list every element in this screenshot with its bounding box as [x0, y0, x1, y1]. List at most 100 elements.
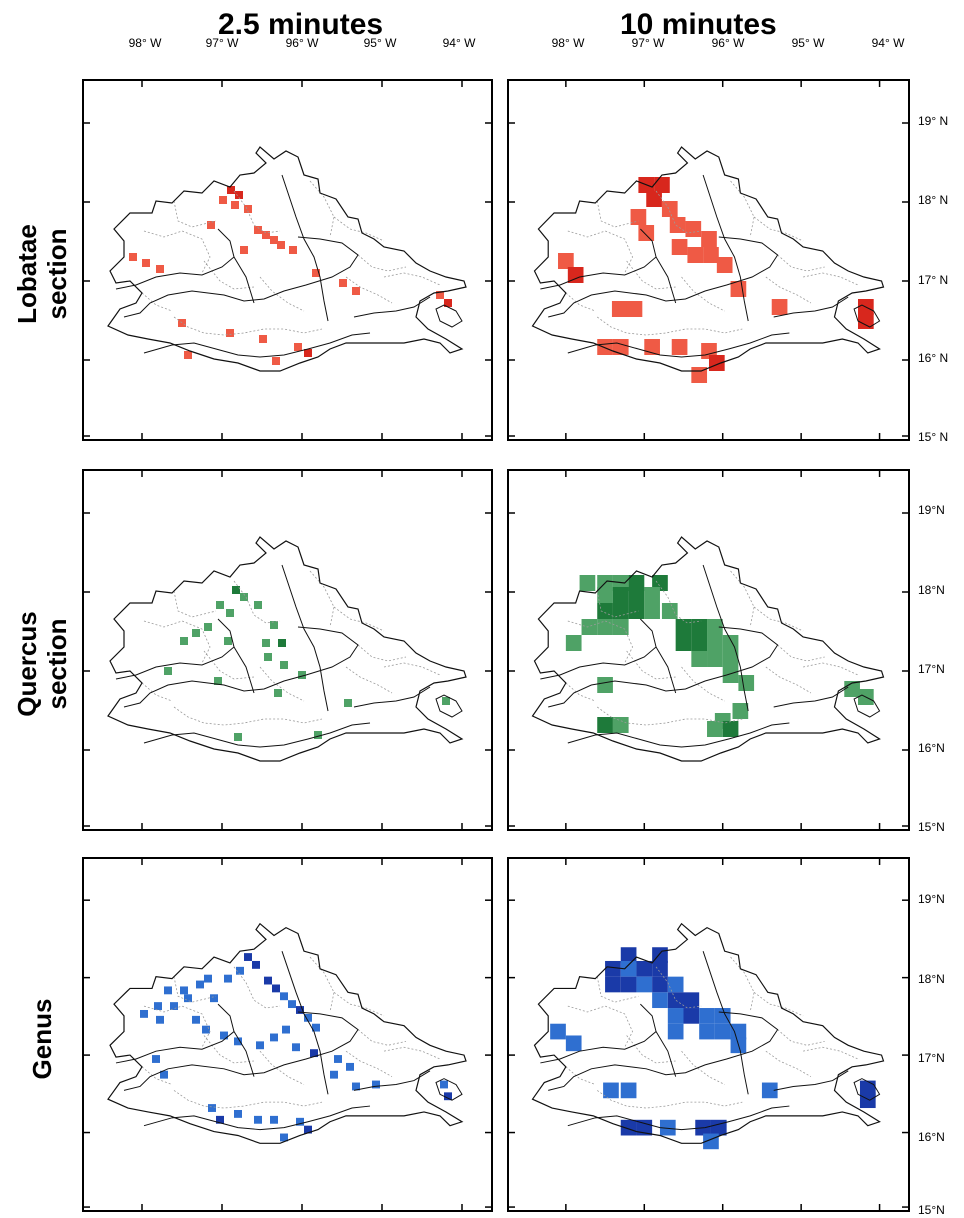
district-boundary [803, 272, 859, 286]
presence-cell [675, 619, 692, 635]
lat-label: 18°N [918, 583, 945, 597]
presence-cell [296, 1006, 304, 1014]
region-boundary [115, 1003, 235, 1064]
district-boundary [681, 276, 725, 312]
region-boundary [115, 228, 235, 290]
district-boundary [626, 1035, 676, 1064]
presence-cell [252, 960, 260, 969]
lon-label: 94° W [442, 36, 476, 50]
column-title-10-minutes: 10 minutes [620, 8, 777, 41]
presence-cell [289, 246, 297, 254]
state-outline [531, 536, 885, 762]
district-boundary [567, 620, 633, 664]
presence-cell [184, 994, 192, 1003]
presence-cell [304, 1013, 312, 1022]
lat-label: 15°N [918, 1203, 945, 1217]
district-boundary [597, 1090, 743, 1109]
presence-cell [240, 246, 248, 254]
presence-cell [644, 587, 660, 603]
presence-cell [192, 1015, 200, 1024]
region-boundary [540, 228, 657, 290]
map-svg [509, 859, 908, 1210]
district-boundary [143, 230, 211, 274]
district-boundary [203, 650, 255, 680]
district-boundary [730, 956, 755, 1013]
district-boundary [173, 200, 217, 228]
row-title-line1: Quercus [12, 611, 42, 717]
district-boundary [357, 644, 407, 662]
lon-label: 96° W [711, 36, 745, 50]
presence-cell [707, 635, 723, 651]
presence-cell [683, 1008, 700, 1024]
presence-cell [312, 269, 320, 277]
presence-cell [280, 1133, 288, 1142]
district-boundary [259, 1050, 305, 1085]
presence-cell [372, 1080, 380, 1089]
presence-cell [565, 1035, 582, 1052]
map-svg [84, 859, 491, 1210]
district-boundary [357, 254, 407, 272]
presence-cell [703, 247, 719, 263]
district-boundary [597, 706, 743, 726]
presence-cell [605, 976, 621, 993]
presence-cell [652, 960, 668, 977]
district-boundary [173, 976, 217, 1003]
presence-cell [436, 291, 444, 299]
presence-cell [612, 717, 629, 733]
presence-cell [156, 265, 164, 273]
district-boundary [730, 570, 755, 628]
presence-cell [687, 247, 704, 263]
presence-cell [219, 196, 227, 204]
map-svg [84, 471, 491, 829]
region-boundary [567, 332, 790, 358]
presence-cell [140, 1009, 148, 1018]
lon-label: 95° W [791, 36, 825, 50]
district-boundary [333, 606, 385, 632]
presence-cell [859, 1092, 876, 1109]
presence-cell [226, 609, 234, 617]
district-boundary [309, 180, 335, 238]
presence-cell [152, 1055, 160, 1063]
presence-cell [160, 1070, 168, 1079]
state-outline [107, 146, 467, 372]
lon-label: 96° W [285, 36, 319, 50]
presence-cell [208, 1104, 216, 1112]
presence-cell [707, 619, 723, 635]
presence-cell [628, 587, 645, 603]
lon-label: 98° W [551, 36, 585, 50]
presence-cell [730, 281, 747, 297]
presence-cell [278, 639, 286, 647]
region-boundary [143, 332, 371, 358]
presence-cell [761, 1082, 778, 1099]
presence-cell [184, 351, 192, 359]
region-boundary [853, 1078, 881, 1101]
district-boundary [259, 666, 305, 702]
district-boundary [655, 580, 702, 624]
region-boundary [702, 564, 749, 712]
presence-cell [280, 992, 288, 1001]
district-boundary [173, 590, 217, 618]
district-boundary [345, 276, 393, 304]
presence-cell [565, 635, 582, 651]
presence-cell [738, 675, 755, 691]
presence-cell [220, 1031, 228, 1040]
presence-cell [254, 1115, 262, 1124]
presence-cell [314, 731, 322, 739]
presence-cell [669, 217, 686, 233]
presence-cell [722, 635, 739, 651]
presence-cell [667, 1023, 684, 1040]
presence-cell [597, 339, 613, 355]
lon-label: 97° W [205, 36, 239, 50]
presence-cell [210, 994, 218, 1003]
map-layer [531, 922, 885, 1150]
axis-ticks [509, 471, 908, 829]
presence-cell [716, 257, 733, 273]
district-boundary [681, 666, 725, 702]
lat-label: 15° N [918, 430, 949, 444]
presence-cell [352, 287, 360, 295]
presence-cell [156, 1015, 164, 1024]
map-panel [507, 857, 910, 1212]
district-boundary [203, 1035, 255, 1064]
lat-label: 16°N [918, 741, 945, 755]
lat-label: 18°N [918, 972, 945, 986]
